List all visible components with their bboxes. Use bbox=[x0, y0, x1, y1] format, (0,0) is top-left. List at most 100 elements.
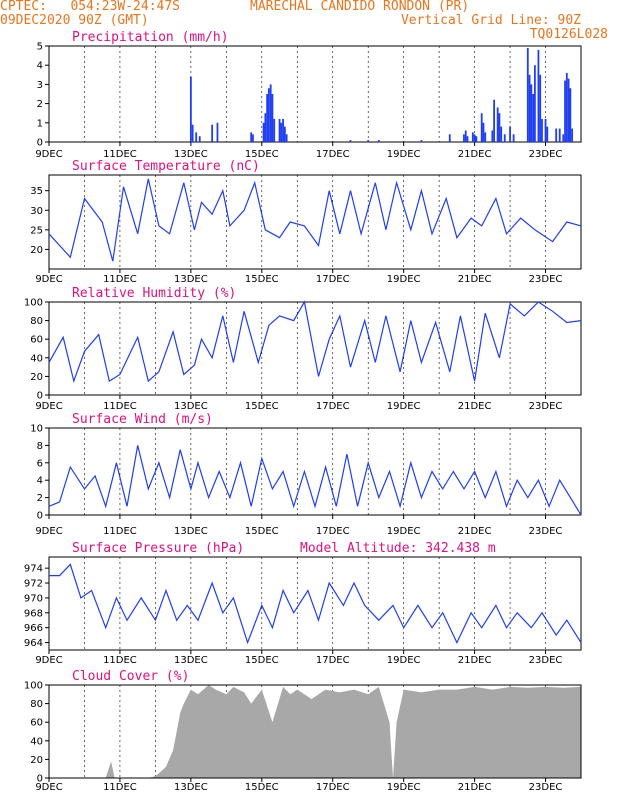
x-tick-label: 17DEC bbox=[316, 655, 350, 666]
x-tick-label: 23DEC bbox=[529, 274, 563, 285]
panel-title: Cloud Cover (%) bbox=[72, 669, 189, 684]
header-model-id: TQ0126L028 bbox=[529, 27, 608, 42]
y-tick-label: 4 bbox=[37, 61, 43, 72]
plot-frame-overlay bbox=[48, 684, 582, 779]
y-tick-label: 80 bbox=[30, 699, 43, 710]
precip-bar bbox=[541, 118, 543, 142]
series-line bbox=[49, 563, 582, 645]
precip-bar bbox=[500, 126, 503, 142]
header-grid-note: Vertical Grid Line: 90Z bbox=[400, 13, 581, 28]
panel-title: Surface Temperature (nC) bbox=[72, 159, 260, 174]
precip-bar bbox=[471, 132, 474, 142]
y-tick-label: 972 bbox=[24, 579, 43, 590]
x-tick-label: 11DEC bbox=[103, 274, 137, 285]
y-tick-label: 10 bbox=[30, 424, 43, 435]
precip-bar bbox=[493, 99, 496, 142]
y-tick-label: 40 bbox=[30, 736, 43, 747]
x-tick-label: 23DEC bbox=[529, 782, 563, 793]
precip-bar bbox=[533, 65, 536, 142]
x-tick-label: 11DEC bbox=[103, 782, 137, 793]
precip-bar bbox=[569, 88, 572, 142]
x-tick-label: 17DEC bbox=[316, 274, 350, 285]
x-tick-label: 9DEC bbox=[35, 401, 62, 412]
y-tick-label: 20 bbox=[30, 245, 43, 256]
panel-title: Precipitation (mm/h) bbox=[72, 30, 229, 45]
precip-bar bbox=[463, 134, 465, 142]
x-tick-label: 17DEC bbox=[316, 526, 350, 537]
panel-title: Surface Pressure (hPa) bbox=[72, 541, 244, 556]
x-tick-label: 21DEC bbox=[458, 526, 492, 537]
precip-bar bbox=[567, 78, 570, 142]
x-tick-label: 23DEC bbox=[529, 655, 563, 666]
header-station-line: CPTEC: 054:23W-24:47S bbox=[0, 0, 181, 14]
y-tick-label: 0 bbox=[37, 774, 43, 785]
precip-bar bbox=[377, 140, 380, 142]
y-tick-label: 970 bbox=[24, 593, 43, 604]
x-tick-label: 11DEC bbox=[103, 655, 137, 666]
x-tick-label: 9DEC bbox=[35, 526, 62, 537]
y-tick-label: 4 bbox=[37, 476, 43, 487]
y-tick-label: 30 bbox=[30, 206, 43, 217]
series-line bbox=[48, 445, 582, 516]
y-tick-label: 100 bbox=[24, 681, 43, 692]
precip-bar bbox=[283, 126, 286, 142]
x-tick-label: 17DEC bbox=[316, 782, 350, 793]
panel-title: Surface Wind (m/s) bbox=[72, 412, 213, 427]
x-tick-label: 19DEC bbox=[387, 401, 421, 412]
x-tick-label: 13DEC bbox=[174, 655, 208, 666]
precip-bar bbox=[266, 94, 269, 142]
precip-bar bbox=[546, 126, 549, 142]
x-tick-label: 15DEC bbox=[245, 401, 279, 412]
precip-bar bbox=[273, 118, 276, 142]
header-date: 09DEC2020 90Z (GMT) bbox=[0, 13, 149, 28]
y-tick-label: 5 bbox=[37, 42, 43, 53]
precip-bar bbox=[269, 84, 272, 142]
y-tick-label: 20 bbox=[30, 372, 43, 383]
chart-panel-5: 0 20 40 60 80 100 9DEC 11DEC 13DEC 15DEC 17DEC 19DE… bbox=[24, 669, 582, 793]
y-tick-label: 60 bbox=[30, 718, 43, 729]
precip-bar bbox=[250, 132, 253, 142]
panel-annotation: Model Altitude: 342.438 m bbox=[300, 541, 496, 556]
chart-panel-4: 964 966 968 970 972 974 9DEC 11DEC 13DEC 15DEC 17D… bbox=[24, 541, 582, 666]
y-tick-label: 6 bbox=[37, 458, 43, 469]
x-tick-label: 23DEC bbox=[529, 149, 563, 160]
series-line bbox=[48, 300, 582, 384]
y-tick-label: 2 bbox=[37, 493, 43, 504]
precip-bar bbox=[267, 88, 270, 142]
y-tick-label: 1 bbox=[37, 118, 43, 129]
x-tick-label: 11DEC bbox=[103, 526, 137, 537]
x-tick-label: 21DEC bbox=[458, 655, 492, 666]
precip-bar bbox=[216, 122, 219, 142]
y-tick-label: 0 bbox=[37, 138, 43, 149]
y-tick-label: 968 bbox=[24, 608, 43, 619]
precip-bar bbox=[252, 134, 254, 142]
precip-bar bbox=[537, 49, 540, 143]
precip-bar bbox=[211, 124, 214, 142]
precip-bar bbox=[473, 134, 476, 142]
header-station-name: MARECHAL CANDIDO RONDON (PR) bbox=[250, 0, 470, 14]
precip-bar bbox=[280, 122, 283, 142]
x-tick-label: 13DEC bbox=[174, 782, 208, 793]
precip-bar bbox=[466, 136, 469, 142]
chart-panel-1: 20 25 30 35 9DEC 11DEC 13DEC 15DEC 17DEC 19DEC 21D… bbox=[30, 159, 582, 285]
precip-bar bbox=[562, 134, 565, 142]
precip-bar bbox=[491, 130, 494, 142]
panel-title: Relative Humidity (%) bbox=[72, 286, 236, 301]
x-tick-label: 19DEC bbox=[387, 782, 421, 793]
y-tick-label: 2 bbox=[37, 99, 43, 110]
y-tick-label: 0 bbox=[37, 511, 43, 522]
precip-bar bbox=[262, 122, 265, 142]
series-line bbox=[48, 178, 582, 262]
precip-bar bbox=[528, 74, 531, 142]
x-tick-label: 9DEC bbox=[35, 782, 62, 793]
plot-frame bbox=[48, 556, 582, 651]
x-tick-label: 19DEC bbox=[387, 526, 421, 537]
x-tick-label: 13DEC bbox=[174, 149, 208, 160]
plot-frame bbox=[48, 174, 582, 270]
x-tick-label: 19DEC bbox=[387, 655, 421, 666]
chart-panel-2: 0 20 40 60 80 100 9DEC 11DEC 13DEC 15DEC 17DEC 19DE… bbox=[24, 286, 582, 412]
y-tick-label: 60 bbox=[30, 335, 43, 346]
precip-bar bbox=[420, 140, 423, 142]
y-tick-label: 100 bbox=[24, 298, 43, 309]
